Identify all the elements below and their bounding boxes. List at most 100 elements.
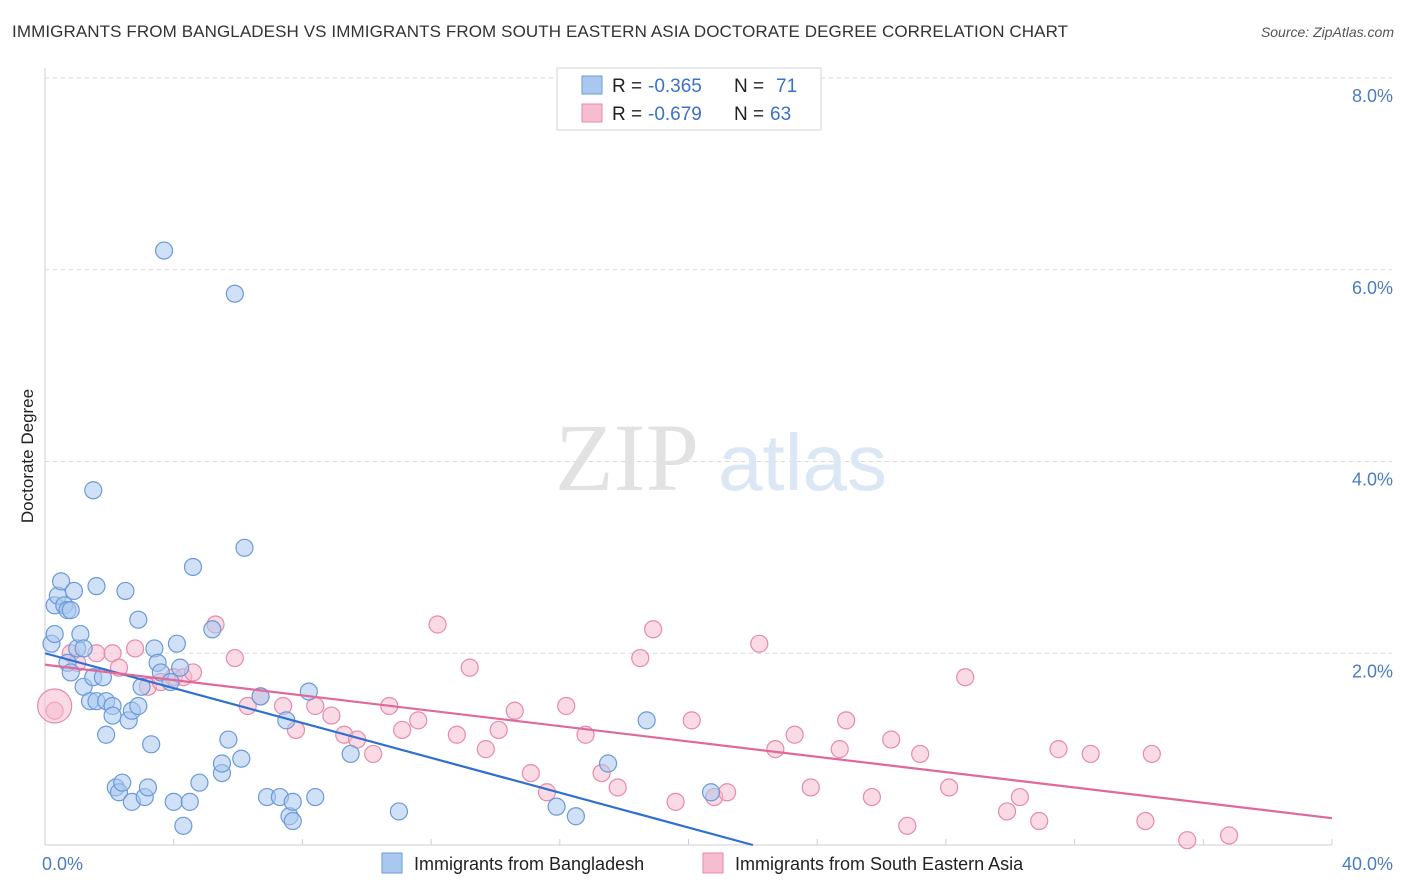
pink-point bbox=[125, 639, 145, 658]
blue-point bbox=[45, 624, 64, 644]
pink-point bbox=[682, 711, 701, 730]
pink-point bbox=[666, 792, 685, 811]
pink-point bbox=[766, 740, 785, 759]
blue-point bbox=[283, 811, 302, 831]
pink-point bbox=[750, 634, 769, 653]
pink-point bbox=[1049, 740, 1068, 759]
pink-point bbox=[940, 778, 959, 797]
legend-r-value-2: -0.679 bbox=[648, 104, 702, 125]
source-label: Source: ZipAtlas.com bbox=[1260, 24, 1394, 40]
pink-point bbox=[830, 740, 849, 759]
gridlines bbox=[45, 77, 1392, 654]
trend-lines bbox=[44, 652, 1333, 847]
blue-point bbox=[171, 658, 190, 677]
pink-point bbox=[476, 740, 495, 759]
pink-point bbox=[956, 668, 975, 687]
watermark-zip: ZIP bbox=[555, 404, 699, 511]
pink-point bbox=[460, 658, 479, 677]
x-tick-label: 0.0% bbox=[42, 854, 83, 874]
legend-n-label-2: N = bbox=[734, 104, 764, 125]
legend-n-label-1: N = bbox=[734, 76, 764, 97]
watermark: ZIP atlas bbox=[555, 404, 887, 511]
blue-point bbox=[113, 773, 132, 792]
blue-point bbox=[701, 783, 721, 802]
legend-n-value-2: 63 bbox=[770, 104, 791, 125]
blue-point bbox=[598, 754, 618, 773]
pink-series-points bbox=[37, 615, 1239, 850]
pink-point bbox=[801, 778, 820, 797]
blue-point bbox=[167, 634, 187, 653]
legend-swatch-blue bbox=[581, 75, 603, 95]
pink-point bbox=[521, 763, 540, 783]
blue-point bbox=[306, 787, 325, 807]
pink-point bbox=[997, 802, 1017, 821]
pink-point bbox=[644, 620, 663, 639]
blue-point bbox=[219, 730, 238, 749]
y-tick-label: 2.0% bbox=[1352, 661, 1393, 681]
x-tick-label: 40.0% bbox=[1342, 854, 1393, 874]
legend-r-value-1: -0.365 bbox=[648, 76, 702, 97]
pink-point bbox=[837, 711, 856, 730]
blue-point bbox=[138, 778, 158, 797]
blue-point bbox=[51, 572, 71, 591]
pink-point bbox=[557, 696, 576, 716]
pink-point bbox=[1081, 744, 1100, 764]
blue-point bbox=[154, 241, 174, 260]
blue-point bbox=[74, 639, 93, 658]
pink-point bbox=[608, 778, 627, 797]
blue-point bbox=[164, 792, 183, 811]
blue-point bbox=[84, 481, 103, 500]
blue-point bbox=[203, 620, 222, 639]
blue-point bbox=[142, 735, 161, 754]
pink-point bbox=[882, 730, 901, 749]
pink-trend-line bbox=[44, 663, 1333, 820]
bottom-legend-label-pink: Immigrants from South Eastern Asia bbox=[735, 854, 1024, 874]
pink-point bbox=[631, 648, 650, 668]
legend: R = -0.365 N = 71 R = -0.679 N = 63 bbox=[556, 67, 822, 131]
blue-point bbox=[129, 610, 148, 629]
y-tick-label: 6.0% bbox=[1352, 278, 1393, 298]
pink-point-large bbox=[37, 688, 73, 724]
blue-point bbox=[389, 802, 409, 821]
pink-point bbox=[428, 615, 447, 634]
watermark-atlas: atlas bbox=[718, 418, 887, 507]
blue-point bbox=[116, 581, 135, 601]
blue-point bbox=[180, 792, 199, 811]
pink-point bbox=[364, 744, 383, 764]
blue-point bbox=[103, 706, 122, 725]
pink-point bbox=[447, 725, 466, 744]
blue-point bbox=[283, 792, 302, 811]
blue-point bbox=[547, 797, 566, 816]
blue-trend-line bbox=[44, 652, 754, 847]
blue-point bbox=[212, 754, 232, 773]
pink-point bbox=[1178, 831, 1197, 850]
blue-point bbox=[566, 807, 585, 826]
pink-point bbox=[911, 744, 930, 764]
blue-point bbox=[190, 773, 209, 792]
bottom-legend-swatch-pink bbox=[702, 852, 724, 874]
blue-point bbox=[97, 725, 116, 744]
y-axis-title: Doctorate Degree bbox=[18, 389, 37, 523]
pink-point bbox=[898, 816, 917, 835]
legend-r-label-1: R = bbox=[612, 76, 642, 97]
pink-point bbox=[505, 701, 524, 720]
pink-point bbox=[718, 783, 737, 802]
blue-point bbox=[341, 744, 360, 764]
pink-point bbox=[393, 720, 412, 740]
blue-point bbox=[64, 581, 84, 601]
pink-point bbox=[409, 711, 428, 730]
y-tick-label: 4.0% bbox=[1352, 470, 1393, 490]
pink-point bbox=[1136, 811, 1155, 831]
pink-point bbox=[1010, 787, 1030, 807]
bottom-legend: Immigrants from Bangladesh Immigrants fr… bbox=[381, 852, 1024, 874]
pink-point bbox=[862, 787, 881, 807]
pink-point bbox=[1030, 811, 1049, 831]
blue-point bbox=[232, 749, 251, 768]
pink-point bbox=[322, 706, 341, 725]
blue-series-points bbox=[42, 241, 721, 835]
pink-point bbox=[1219, 826, 1239, 845]
bottom-legend-label-blue: Immigrants from Bangladesh bbox=[414, 854, 644, 874]
pink-point bbox=[537, 783, 557, 802]
legend-n-value-1: 71 bbox=[776, 76, 797, 97]
